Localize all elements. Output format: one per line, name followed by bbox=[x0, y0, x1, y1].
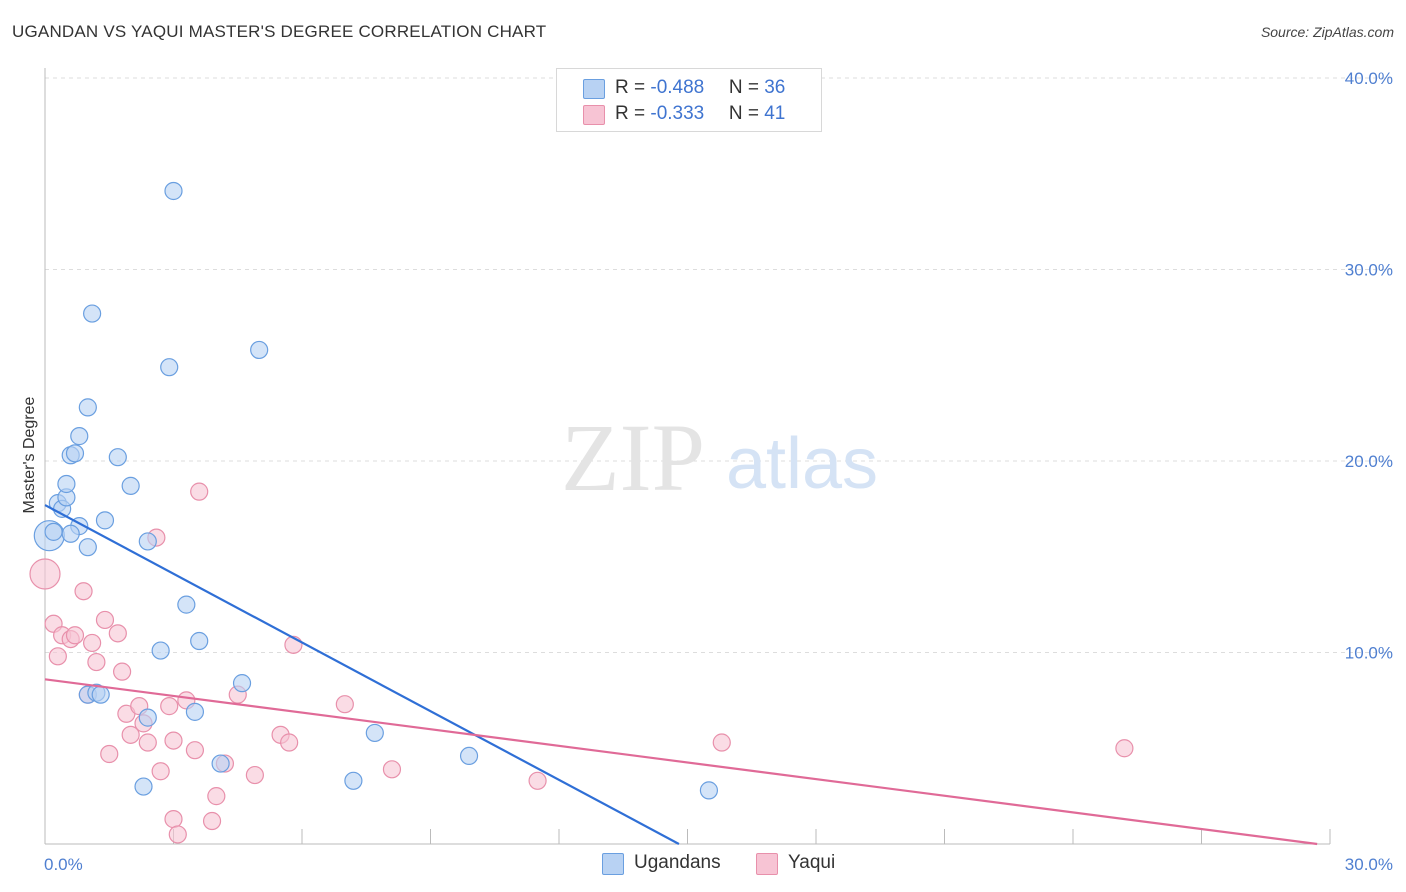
ugandan-point bbox=[78, 398, 97, 417]
ugandan-points bbox=[33, 181, 719, 800]
ugandan-point bbox=[95, 511, 115, 530]
legend-n-label: N = bbox=[728, 77, 765, 98]
ugandan-point bbox=[61, 524, 80, 543]
legend-r-label: R = bbox=[615, 77, 651, 98]
y-tick-label: 30.0% bbox=[1345, 261, 1393, 280]
y-tick-label: 40.0% bbox=[1345, 69, 1393, 88]
ugandan-point bbox=[344, 771, 363, 790]
ugandan-point bbox=[185, 702, 205, 721]
yaqui-legend-label: Yaqui bbox=[788, 852, 836, 873]
ugandan-point bbox=[365, 723, 384, 743]
ugandan-point bbox=[83, 304, 102, 323]
yaqui-point bbox=[202, 811, 222, 831]
source-credit: Source: ZipAtlas.com bbox=[1260, 24, 1394, 40]
ugandan-point bbox=[160, 358, 179, 377]
yaqui-point bbox=[138, 733, 157, 752]
y-tick-label: 10.0% bbox=[1345, 644, 1393, 663]
legend-n-value: 41 bbox=[764, 103, 786, 124]
grid-lines bbox=[45, 77, 1392, 653]
ugandan-point bbox=[699, 781, 719, 800]
yaqui-point bbox=[528, 771, 547, 790]
yaqui-point bbox=[168, 825, 187, 844]
legend-r-label: R = bbox=[615, 103, 651, 124]
yaqui-point bbox=[65, 626, 85, 645]
ugandan-point bbox=[138, 708, 157, 727]
ugandan-point bbox=[151, 641, 170, 660]
legend-n-value: 36 bbox=[764, 77, 786, 98]
ugandans-trend-line bbox=[44, 504, 680, 845]
watermark: ZIP atlas bbox=[561, 404, 878, 511]
yaqui-point bbox=[151, 762, 170, 781]
ugandan-point bbox=[177, 595, 196, 614]
ugandan-point bbox=[121, 476, 140, 495]
trend-lines bbox=[44, 504, 1318, 846]
x-tick-label: 30.0% bbox=[1345, 855, 1393, 874]
yaqui-point bbox=[164, 810, 183, 829]
ugandan-point bbox=[138, 532, 157, 551]
ugandan-point bbox=[78, 538, 97, 557]
ugandan-point bbox=[250, 340, 269, 360]
ugandans-legend-label: Ugandans bbox=[634, 852, 721, 873]
yaqui-point bbox=[74, 582, 93, 601]
y-tick-label: 20.0% bbox=[1345, 452, 1393, 471]
chart-title: UGANDAN VS YAQUI MASTER'S DEGREE CORRELA… bbox=[12, 22, 547, 41]
ugandan-point bbox=[190, 631, 209, 651]
yaqui-point bbox=[185, 741, 205, 760]
yaqui-point bbox=[164, 731, 183, 750]
yaqui-point bbox=[712, 733, 731, 752]
ugandan-point bbox=[57, 474, 76, 494]
legend-r-value: -0.488 bbox=[650, 77, 705, 98]
ugandan-point bbox=[44, 522, 63, 541]
correlation-legend: R = -0.488 N = 36 R = -0.333 N = 41 bbox=[556, 68, 822, 132]
legend-n-label: N = bbox=[728, 103, 765, 124]
yaqui-point bbox=[83, 633, 102, 653]
ugandan-point bbox=[232, 674, 252, 693]
ugandan-point bbox=[134, 777, 153, 796]
yaqui-points bbox=[29, 482, 1134, 844]
yaqui-point bbox=[95, 610, 115, 630]
yaqui-point bbox=[1115, 739, 1134, 758]
yaqui-point bbox=[108, 624, 127, 643]
ugandan-point bbox=[164, 181, 183, 201]
ugandan-point bbox=[459, 746, 479, 766]
yaqui-swatch bbox=[583, 105, 605, 125]
tick-labels: 10.0% 20.0% 30.0% 40.0% 0.0% 30.0% bbox=[44, 69, 1393, 874]
yaqui-point bbox=[87, 652, 106, 672]
ugandans-legend-swatch bbox=[602, 853, 624, 875]
ugandans-swatch bbox=[583, 79, 605, 99]
x-tick-label: 0.0% bbox=[44, 855, 83, 874]
legend-r-value: -0.333 bbox=[650, 103, 705, 124]
yaqui-point bbox=[335, 695, 354, 714]
yaqui-point bbox=[29, 558, 61, 590]
ugandan-point bbox=[211, 754, 230, 773]
yaqui-point bbox=[121, 725, 140, 744]
yaqui-trend-line bbox=[44, 678, 1318, 846]
yaqui-point bbox=[190, 482, 209, 501]
yaqui-point bbox=[280, 733, 299, 752]
watermark-atlas: atlas bbox=[726, 424, 878, 504]
yaqui-point bbox=[100, 744, 119, 764]
ugandan-point bbox=[65, 444, 85, 463]
yaqui-point bbox=[382, 760, 402, 779]
yaqui-legend-swatch bbox=[756, 853, 778, 875]
yaqui-point bbox=[160, 697, 179, 716]
yaqui-point bbox=[245, 765, 264, 785]
ugandan-point bbox=[91, 685, 110, 704]
yaqui-point bbox=[112, 662, 132, 681]
ugandan-point bbox=[70, 427, 89, 446]
yaqui-point bbox=[207, 787, 226, 806]
watermark-zip: ZIP bbox=[561, 404, 705, 511]
yaqui-point bbox=[48, 647, 67, 666]
y-axis-label: Master's Degree bbox=[21, 396, 38, 513]
ugandan-point bbox=[108, 448, 127, 467]
